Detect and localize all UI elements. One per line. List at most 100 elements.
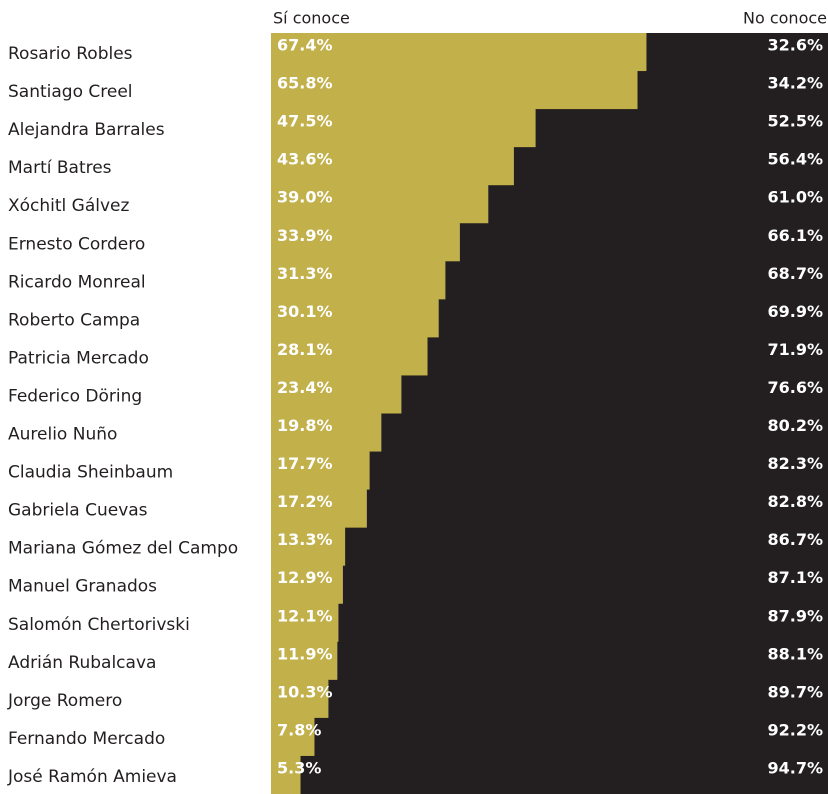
- value-label: 17.2%: [277, 492, 333, 511]
- bar-segment: [488, 185, 828, 224]
- bar-segment: [271, 527, 346, 567]
- bar-segment: [401, 375, 828, 414]
- bar-segment: [271, 337, 428, 376]
- category-label: Mariana Gómez del Campo: [8, 539, 238, 559]
- value-label: 43.6%: [277, 150, 333, 169]
- bar-segment: [271, 679, 329, 719]
- legend-entry: Sí conoce: [273, 9, 350, 28]
- value-label: 94.7%: [767, 758, 823, 777]
- bar-segment: [271, 261, 446, 300]
- value-label: 13.3%: [277, 530, 333, 549]
- value-label: 92.2%: [767, 720, 823, 739]
- category-label: Jorge Romero: [7, 691, 122, 711]
- category-label: Roberto Campa: [8, 310, 140, 330]
- bar-segment: [271, 717, 315, 757]
- value-label: 5.3%: [277, 758, 321, 777]
- bar-segment: [637, 71, 828, 110]
- value-label: 52.5%: [767, 112, 823, 131]
- category-label: Claudia Sheinbaum: [8, 463, 173, 483]
- category-label: Ernesto Cordero: [8, 234, 145, 254]
- bar-segment: [271, 109, 536, 148]
- category-label: Martí Batres: [8, 158, 112, 178]
- value-label: 69.9%: [767, 302, 823, 321]
- value-label: 89.7%: [767, 682, 823, 701]
- bar-segment: [438, 299, 828, 338]
- bar-segment: [337, 641, 828, 681]
- value-label: 65.8%: [277, 74, 333, 93]
- value-label: 67.4%: [277, 36, 333, 55]
- category-label: Alejandra Barrales: [8, 120, 165, 140]
- category-label: Federico Döring: [8, 386, 142, 406]
- category-label: Manuel Granados: [8, 577, 157, 597]
- value-label: 17.7%: [277, 454, 333, 473]
- value-label: 56.4%: [767, 150, 823, 169]
- category-label: Gabriela Cuevas: [8, 501, 148, 521]
- value-label: 33.9%: [277, 226, 333, 245]
- legend-entry: No conoce: [743, 9, 827, 28]
- value-label: 71.9%: [767, 340, 823, 359]
- bar-segment: [271, 413, 382, 453]
- bar-segment: [366, 489, 828, 529]
- value-label: 23.4%: [277, 378, 333, 397]
- bar-segment: [271, 489, 367, 529]
- category-label: Adrián Rubalcava: [8, 653, 156, 673]
- value-label: 47.5%: [277, 112, 333, 131]
- value-label: 31.3%: [277, 264, 333, 283]
- value-label: 12.1%: [277, 606, 333, 625]
- value-label: 82.8%: [767, 492, 823, 511]
- value-label: 34.2%: [767, 74, 823, 93]
- bar-segment: [345, 527, 828, 567]
- value-label: 66.1%: [767, 226, 823, 245]
- bar-segment: [427, 337, 828, 376]
- bar-segment: [314, 717, 828, 757]
- value-label: 19.8%: [277, 416, 333, 435]
- value-label: 12.9%: [277, 568, 333, 587]
- bar-segment: [271, 641, 338, 681]
- value-label: 28.1%: [277, 340, 333, 359]
- value-label: 88.1%: [767, 644, 823, 663]
- bar-segment: [271, 147, 514, 186]
- value-label: 86.7%: [767, 530, 823, 549]
- category-label: Salomón Chertorivski: [8, 615, 190, 635]
- bar-segment: [271, 375, 402, 414]
- bar-segment: [369, 451, 828, 491]
- bar-segment: [328, 679, 828, 719]
- bar-segment: [271, 603, 339, 643]
- bar-segment: [271, 71, 638, 110]
- value-label: 76.6%: [767, 378, 823, 397]
- category-label: Ricardo Monreal: [8, 272, 146, 292]
- value-label: 80.2%: [767, 416, 823, 435]
- bar-segment: [646, 33, 828, 72]
- bar-segment: [271, 565, 343, 605]
- bar-segment: [445, 261, 828, 300]
- value-label: 82.3%: [767, 454, 823, 473]
- bar-segment: [271, 223, 460, 262]
- bar-segment: [271, 185, 489, 224]
- category-label: Patricia Mercado: [8, 348, 149, 368]
- value-label: 39.0%: [277, 188, 333, 207]
- bar-segment: [459, 223, 828, 262]
- bar-segment: [271, 755, 301, 794]
- value-label: 7.8%: [277, 720, 321, 739]
- bar-segment: [342, 565, 828, 605]
- value-label: 87.1%: [767, 568, 823, 587]
- bar-segment: [535, 109, 828, 148]
- bar-segment: [338, 603, 828, 643]
- category-label: Rosario Robles: [8, 44, 133, 64]
- value-label: 10.3%: [277, 682, 333, 701]
- bar-segment: [271, 299, 439, 338]
- bar-segment: [300, 755, 828, 794]
- value-label: 30.1%: [277, 302, 333, 321]
- category-label: José Ramón Amieva: [7, 767, 177, 787]
- value-label: 11.9%: [277, 644, 333, 663]
- category-label: Fernando Mercado: [8, 729, 165, 749]
- category-label: Santiago Creel: [8, 82, 133, 102]
- value-label: 61.0%: [767, 188, 823, 207]
- value-label: 68.7%: [767, 264, 823, 283]
- category-label: Xóchitl Gálvez: [8, 196, 130, 216]
- value-label: 32.6%: [767, 36, 823, 55]
- category-label: Aurelio Nuño: [8, 425, 117, 445]
- value-label: 87.9%: [767, 606, 823, 625]
